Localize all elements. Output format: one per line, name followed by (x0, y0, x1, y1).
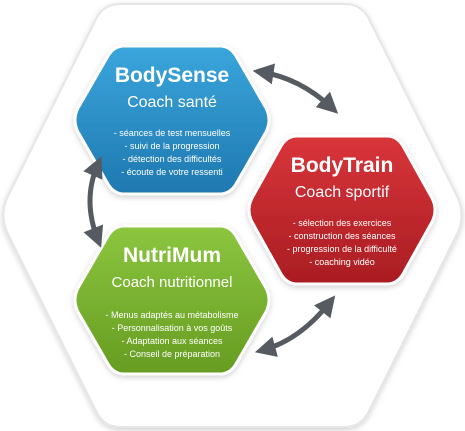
nutrimum-hexagon: NutriMum Coach nutritionnel - Menus adap… (73, 224, 271, 376)
bodytrain-subtitle: Coach sportif (295, 184, 390, 201)
bodytrain-item: - coaching vidéo (309, 257, 375, 267)
bodysense-title: BodySense (115, 64, 229, 87)
bodytrain-item: - sélection des exercices (293, 218, 392, 228)
bodysense-item: - détection des difficultés (123, 154, 222, 164)
nutrimum-item: - Personnalisation à vos goûts (112, 323, 233, 333)
bodysense-item: - suivi de la progression (124, 141, 219, 151)
bodytrain-title: BodyTrain (291, 154, 394, 177)
double-arrow-icon (252, 63, 339, 114)
double-arrow-icon (83, 156, 104, 248)
bodytrain-item: - construction des séances (288, 231, 396, 241)
nutrimum-subtitle: Coach nutritionnel (112, 274, 233, 291)
bodysense-subtitle: Coach santé (127, 94, 217, 111)
bodytrain-item: - progression de la difficulté (287, 244, 397, 254)
nutrimum-item: - Adaptation aux séances (121, 336, 223, 346)
bodytrain-hexagon: BodyTrain Coach sportif - sélection des … (247, 134, 437, 286)
nutrimum-title: NutriMum (123, 244, 221, 267)
double-arrow-icon (254, 295, 336, 357)
bodysense-item: - écoute de votre ressenti (121, 167, 223, 177)
nutrimum-item: - Menus adaptés au métabolisme (105, 310, 238, 320)
bodysense-item: - séances de test mensuelles (114, 128, 231, 138)
nutrimum-item: - Conseil de préparation (124, 349, 220, 359)
bodysense-hexagon: BodySense Coach santé - séances de test … (73, 44, 271, 196)
